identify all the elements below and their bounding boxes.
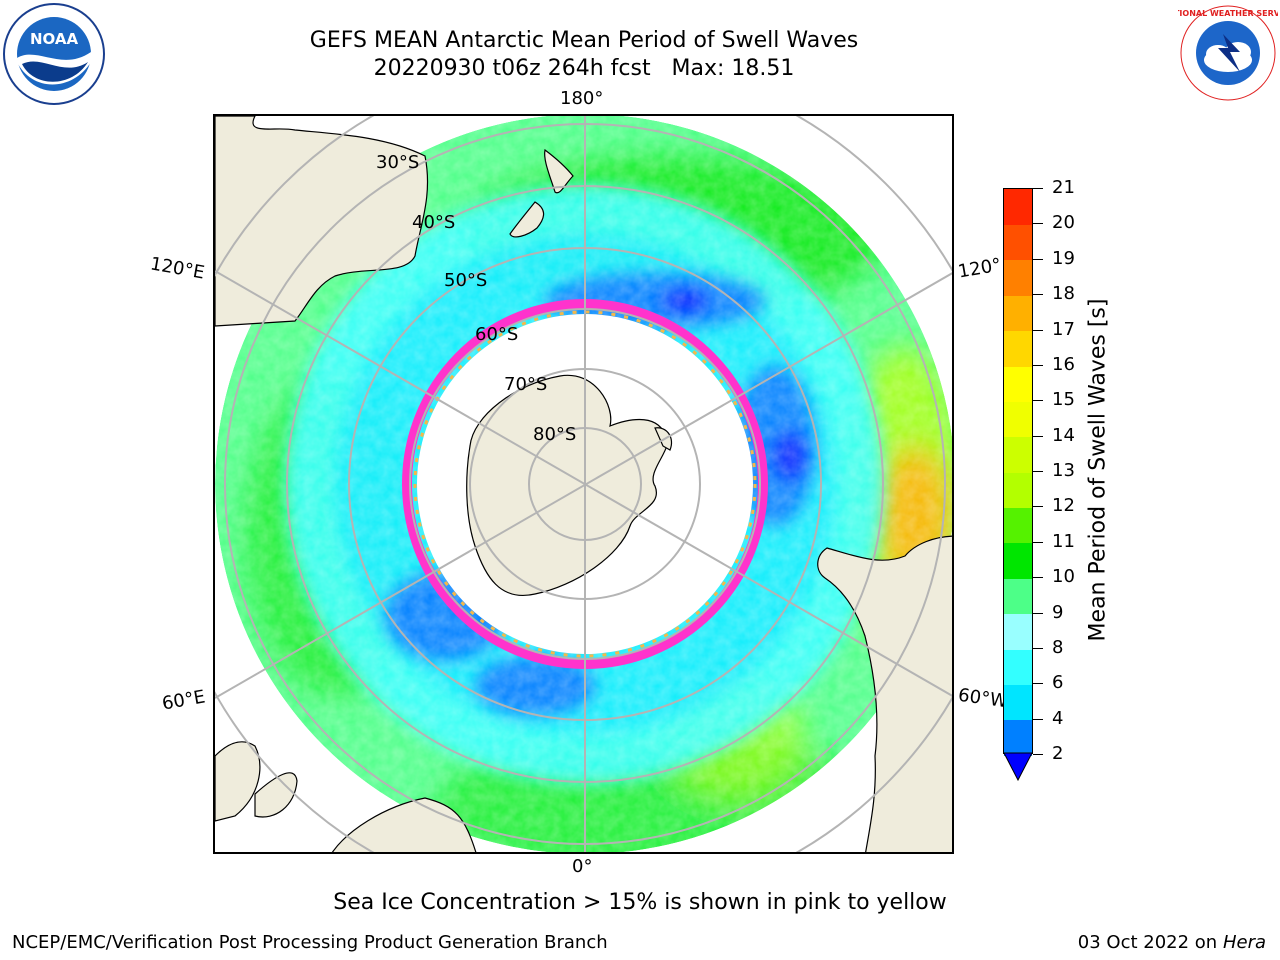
colorbar-segment	[1004, 719, 1032, 756]
colorbar-segment	[1004, 648, 1032, 685]
colorbar-tick	[1033, 718, 1043, 720]
nws-logo: NATIONAL WEATHER SERVICE	[1162, 4, 1280, 102]
chart-title: GEFS MEAN Antarctic Mean Period of Swell…	[309, 28, 859, 53]
colorbar-tick-label: 20	[1052, 212, 1075, 234]
lon-label-upper-left: 120°E	[148, 253, 207, 284]
colorbar-segment	[1004, 189, 1032, 225]
colorbar-tick	[1033, 577, 1043, 579]
lon-label-lower-right: 60°W	[956, 684, 1009, 713]
colorbar-tick	[1033, 506, 1043, 508]
lat-label-50s: 50°S	[444, 270, 488, 291]
sea-ice-caption: Sea Ice Concentration > 15% is shown in …	[333, 890, 947, 915]
colorbar-tick	[1033, 683, 1043, 685]
colorbar-tick-label: 17	[1052, 318, 1075, 340]
polar-map	[213, 114, 954, 854]
colorbar-tick-label: 18	[1052, 283, 1075, 305]
colorbar-tick	[1033, 435, 1043, 437]
colorbar-tick	[1033, 400, 1043, 402]
colorbar-segment	[1004, 613, 1032, 650]
chart-subtitle: 20220930 t06z 264h fcst Max: 18.51	[373, 56, 795, 81]
lat-label-80s: 80°S	[533, 424, 577, 445]
colorbar-title: Mean Period of Swell Waves [s]	[1085, 298, 1111, 642]
colorbar-tick	[1033, 188, 1043, 189]
colorbar-tick	[1033, 329, 1043, 331]
colorbar-segment	[1004, 436, 1032, 473]
colorbar-tick	[1033, 647, 1043, 649]
colorbar-tick	[1033, 612, 1043, 614]
lon-label-top: 180°	[560, 88, 604, 109]
colorbar-segment	[1004, 578, 1032, 615]
colorbar-segment	[1004, 542, 1032, 579]
colorbar-tick-label: 6	[1052, 672, 1064, 694]
colorbar-tick	[1033, 223, 1043, 225]
graticule	[215, 116, 952, 852]
colorbar-tick-label: 13	[1052, 460, 1075, 481]
colorbar-segment	[1004, 365, 1032, 402]
colorbar-tick	[1033, 364, 1043, 366]
colorbar-segment	[1004, 401, 1032, 438]
colorbar-segment	[1004, 259, 1032, 296]
noaa-logo-text: NOAA	[30, 30, 79, 48]
colorbar	[1003, 188, 1033, 756]
lon-label-lower-left: 60°E	[160, 686, 207, 715]
colorbar-tick-label: 9	[1052, 601, 1064, 623]
colorbar-tick-label: 8	[1052, 636, 1064, 658]
lon-label-upper-right: 120°	[956, 254, 1003, 283]
colorbar-tick-label: 15	[1052, 389, 1075, 411]
colorbar-tick	[1033, 258, 1043, 260]
colorbar-segment	[1004, 472, 1032, 508]
colorbar-tick	[1033, 294, 1043, 296]
colorbar-tick-label: 11	[1052, 530, 1075, 552]
colorbar-tick-label: 2	[1052, 743, 1064, 764]
colorbar-tick-label: 19	[1052, 247, 1075, 269]
footer-system: Hera	[1222, 932, 1266, 953]
colorbar-tick-label: 10	[1052, 566, 1075, 588]
colorbar-tick	[1033, 471, 1043, 472]
lat-label-60s: 60°S	[475, 324, 519, 345]
colorbar-tick	[1033, 541, 1043, 543]
lat-label-70s: 70°S	[504, 374, 548, 395]
land-masses	[215, 116, 952, 852]
footer-credit: NCEP/EMC/Verification Post Processing Pr…	[12, 932, 608, 953]
noaa-logo: NOAA	[2, 2, 106, 106]
colorbar-segment	[1004, 224, 1032, 261]
colorbar-segment	[1004, 684, 1032, 721]
lat-label-30s: 30°S	[376, 152, 420, 173]
colorbar-tick	[1033, 754, 1043, 755]
colorbar-segment	[1004, 507, 1032, 544]
lon-label-bottom: 0°	[572, 856, 593, 877]
footer-date-text: 03 Oct 2022 on	[1077, 932, 1223, 953]
colorbar-tick-label: 14	[1052, 424, 1075, 446]
footer-date: 03 Oct 2022 on Hera	[1078, 932, 1266, 953]
colorbar-segment	[1004, 295, 1032, 332]
colorbar-tick-label: 12	[1052, 495, 1075, 517]
colorbar-segment	[1004, 330, 1032, 367]
colorbar-tick-label: 16	[1052, 353, 1075, 375]
colorbar-tick-label: 4	[1052, 707, 1064, 729]
colorbar-extend-arrow	[1003, 752, 1033, 782]
lat-label-40s: 40°S	[412, 212, 456, 233]
svg-text:NATIONAL WEATHER SERVICE: NATIONAL WEATHER SERVICE	[1178, 9, 1278, 18]
colorbar-tick-label: 21	[1052, 177, 1075, 198]
